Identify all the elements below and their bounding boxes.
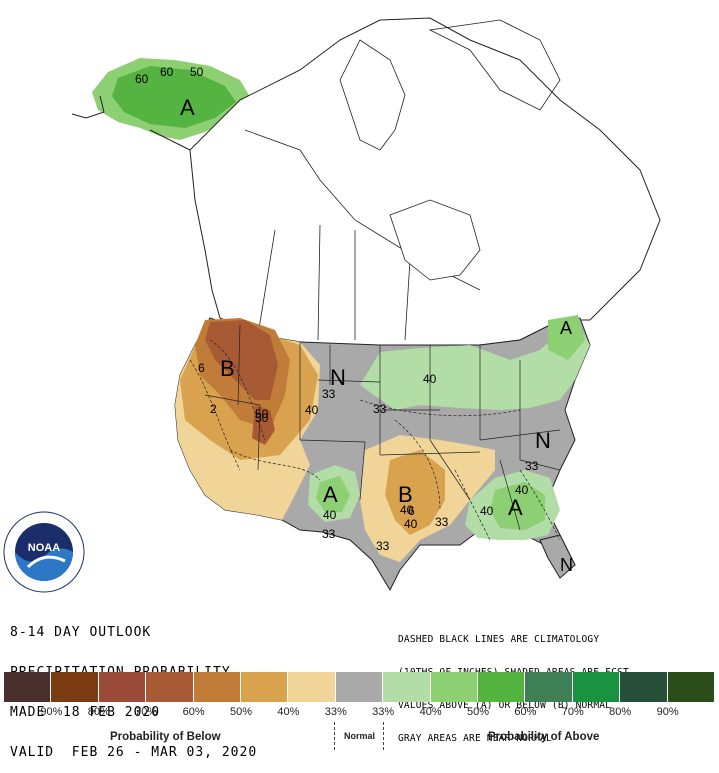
contour-label: 40	[305, 403, 319, 417]
south-central-below-40	[385, 450, 445, 535]
contour-label: 40	[323, 508, 337, 522]
contour-label: 33	[373, 402, 387, 416]
legend-swatch	[430, 672, 479, 702]
legend-swatch	[525, 672, 573, 702]
region-letter-northwest: B	[220, 356, 235, 381]
legend-swatch	[98, 672, 147, 702]
legend-swatch	[478, 672, 526, 702]
legend-tick-label: 33%	[372, 706, 395, 718]
legend-swatch	[288, 672, 336, 702]
contour-label: 40	[400, 503, 414, 517]
contour-label: 50	[255, 407, 269, 421]
region-letter-southeast: A	[508, 495, 523, 520]
legend-swatch	[572, 672, 621, 702]
legend-tick-label: 60%	[182, 706, 205, 718]
region-letter-south-central: B	[398, 482, 413, 507]
outlook-title-line-3: MADE 18 FEB 2020	[10, 705, 161, 720]
contour-label: 40	[515, 483, 529, 497]
outlook-title-line-4: VALID FEB 26 - MAR 03, 2020	[10, 745, 258, 760]
contour-label: 60	[135, 72, 149, 86]
northwest-below-60	[205, 320, 278, 400]
contour-label: 6	[408, 504, 415, 518]
contour-label: 40	[480, 504, 494, 518]
probability-below-label: Probability of Below	[110, 731, 221, 743]
contour-label: 50	[190, 65, 204, 79]
contour-label: 33	[322, 527, 336, 541]
legend-color-bar	[4, 672, 716, 702]
contour-label: 6	[198, 361, 205, 375]
contour-label: 2	[210, 402, 217, 416]
normal-separator-left	[334, 722, 335, 750]
alaska-above-inner	[112, 66, 236, 128]
contour-label: 50	[255, 411, 269, 425]
contour-label: 40	[423, 372, 437, 386]
outlook-map: A B N A B N A A N 50 60 60 50 33 40 33 4…	[71, 17, 661, 592]
idaho-below-50	[252, 405, 275, 445]
normal-separator-right	[383, 722, 384, 750]
legend-tick-label: 80%	[609, 706, 632, 718]
legend-note-line-4: GRAY AREAS ARE NEAR-NORMAL	[398, 733, 552, 744]
legend-tick-label: 40%	[419, 706, 442, 718]
region-letter-new-england: A	[560, 318, 572, 338]
noaa-logo-text: NOAA	[28, 542, 60, 554]
legend-swatch	[51, 672, 99, 702]
legend-tick-label: 50%	[229, 706, 253, 718]
region-letter-alaska: A	[180, 95, 195, 120]
legend-tick-label: 90%	[40, 706, 63, 718]
legend-tick-label: 40%	[277, 706, 300, 718]
legend-swatch	[335, 672, 384, 702]
legend-tick-label: 70%	[135, 706, 158, 718]
noaa-logo: NOAA	[3, 511, 85, 593]
legend-swatch	[4, 672, 52, 702]
legend-note-line-1: DASHED BLACK LINES ARE CLIMATOLOGY	[398, 634, 600, 645]
contour-label: 33	[525, 459, 539, 473]
legend-tick-label: 33%	[324, 706, 347, 718]
legend-tick-label: 60%	[514, 706, 537, 718]
contour-label: 33	[376, 539, 390, 553]
legend-tick-label: 80%	[87, 706, 110, 718]
legend-swatch	[241, 672, 289, 702]
legend-note: DASHED BLACK LINES ARE CLIMATOLOGY (10TH…	[398, 612, 629, 755]
legend-swatch	[383, 672, 431, 702]
legend-swatch	[620, 672, 668, 702]
region-letter-florida: N	[560, 555, 573, 575]
legend-swatch	[667, 672, 716, 702]
outlook-title-line-1: 8-14 DAY OUTLOOK	[10, 625, 152, 640]
legend-swatch	[193, 672, 242, 702]
legend-tick-label: 90%	[656, 706, 679, 718]
northeast-above-area	[360, 318, 590, 410]
legend-swatch	[146, 672, 194, 702]
probability-above-label: Probability of Above	[488, 731, 600, 743]
legend-note-line-3: VALUES ABOVE (A) OR BELOW (B) NORMAL	[398, 700, 612, 711]
florida-outline	[539, 534, 576, 579]
region-letter-north-plains: N	[330, 365, 346, 390]
climatology-lines	[189, 339, 561, 541]
legend-tick-label: 70%	[561, 706, 584, 718]
contour-label: 33	[435, 515, 449, 529]
legend-ticks: 90% 80% 70% 60% 50% 40% 33% 33% 40% 50% 60% 70% 80% 9…	[4, 706, 715, 720]
new-england-above	[548, 315, 585, 360]
southeast-above-40	[490, 482, 545, 530]
contour-label: 40	[404, 517, 418, 531]
contour-label: 33	[322, 387, 336, 401]
texas-above-40	[316, 476, 350, 512]
region-letter-east: N	[535, 428, 551, 453]
normal-label: Normal	[344, 731, 376, 741]
contour-label: 60	[160, 65, 174, 79]
legend-tick-label: 50%	[466, 706, 490, 718]
region-letter-texas: A	[323, 482, 338, 507]
